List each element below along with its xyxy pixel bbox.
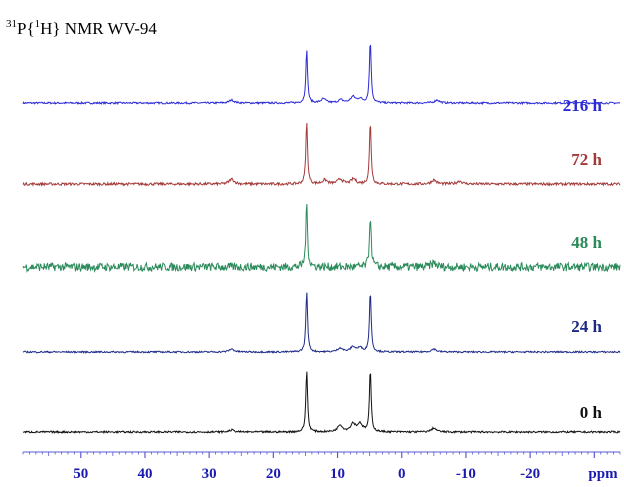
- series-label-48-h: 48 h: [571, 233, 602, 252]
- series-label-72-h: 72 h: [571, 150, 602, 169]
- title-superscript-1: 1: [35, 18, 41, 30]
- series-label-0-h: 0 h: [580, 403, 603, 422]
- series-labels-group: 216 h 72 h 48 h 24 h 0 h: [563, 96, 603, 422]
- spectrum-line-48-h: [22, 204, 621, 274]
- spectra-group: [22, 44, 621, 435]
- spectrum-line-0-h: [22, 371, 621, 435]
- x-tick-label: 30: [202, 466, 217, 482]
- series-label-24-h: 24 h: [571, 317, 602, 336]
- chart-title: 31P{1H} NMR WV-94: [6, 18, 157, 38]
- x-tick-label: 20: [266, 466, 281, 482]
- x-tick-label: 40: [137, 466, 152, 482]
- x-tick-label: -10: [456, 466, 476, 482]
- x-tick-label: 50: [73, 466, 88, 482]
- spectrum-line-216-h: [22, 44, 621, 106]
- x-tick-label: -20: [520, 466, 540, 482]
- title-superscript-31: 31: [6, 18, 17, 30]
- title-part-nmr: H} NMR WV-94: [40, 19, 157, 38]
- series-label-216-h: 216 h: [563, 96, 603, 115]
- x-tick-label: 0: [398, 466, 406, 482]
- spectrum-line-24-h: [22, 292, 621, 354]
- x-tick-label: 10: [330, 466, 345, 482]
- spectrum-line-72-h: [22, 123, 621, 188]
- x-axis: 50 40 30 20 10 0 -10 -20 ppm: [22, 451, 621, 482]
- title-part-p: P{: [17, 19, 35, 38]
- x-axis-label: ppm: [588, 466, 618, 482]
